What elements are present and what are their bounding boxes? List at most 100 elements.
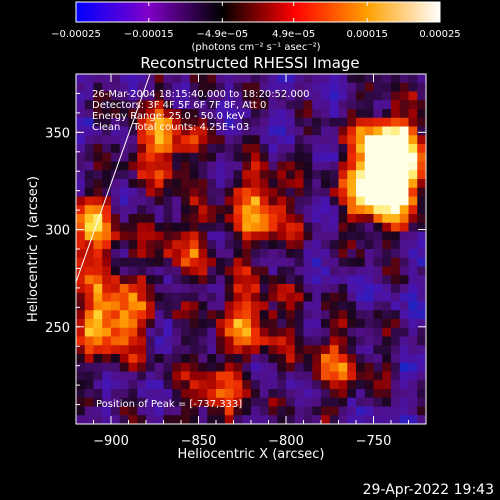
heatmap-cell [102,257,112,267]
heatmap-cell [76,336,86,346]
heatmap-cell [312,179,322,189]
heatmap-cell [303,187,313,197]
heatmap-cell [93,126,103,136]
heatmap-cell [119,196,129,206]
heatmap-cell [303,380,313,390]
heatmap-cell [146,109,156,119]
heatmap-cell [321,135,331,145]
heatmap-cell [189,257,199,267]
heatmap-cell [347,170,357,180]
heatmap-cell [329,362,339,372]
heatmap-cell [259,257,269,267]
colorbar-tick-label: −0.00025 [51,29,101,40]
heatmap-cell [294,152,304,162]
heatmap-cell [224,371,234,381]
heatmap-cell [391,336,401,346]
heatmap-cell [154,266,164,276]
heatmap-cell [181,266,191,276]
heatmap-cell [163,319,173,329]
heatmap-cell [198,371,208,381]
heatmap-cell [303,82,313,92]
heatmap-cell [154,161,164,171]
heatmap-cell [312,240,322,250]
heatmap-cell [233,152,243,162]
heatmap-cell [84,152,94,162]
heatmap-cell [277,214,287,224]
heatmap-cell [119,187,129,197]
heatmap-cell [224,109,234,119]
heatmap-cell [373,354,383,364]
heatmap-cell [189,406,199,416]
heatmap-cell [242,231,252,241]
heatmap-cell [102,126,112,136]
heatmap-cell [224,100,234,110]
heatmap-cell [154,345,164,355]
heatmap-cell [312,292,322,302]
heatmap-cell [321,100,331,110]
heatmap-cell [294,415,304,424]
heatmap-cell [364,380,374,390]
heatmap-cell [329,327,339,337]
heatmap-cell [364,266,374,276]
heatmap-cell [172,91,182,101]
heatmap-cell [76,397,86,407]
heatmap-cell [329,345,339,355]
heatmap-cell [399,266,409,276]
heatmap-cell [189,284,199,294]
heatmap-cell [84,257,94,267]
heatmap-cell [216,100,226,110]
heatmap-cell [216,214,226,224]
heatmap-cell [294,109,304,119]
heatmap-cell [329,397,339,407]
heatmap-cell [251,196,261,206]
heatmap-cell [207,179,217,189]
heatmap-cell [189,310,199,320]
heatmap-cell [242,152,252,162]
heatmap-cell [408,170,418,180]
heatmap-cell [154,284,164,294]
heatmap-cell [338,126,348,136]
heatmap-cell [163,301,173,311]
heatmap-cell [242,82,252,92]
heatmap-cell [251,109,261,119]
heatmap-cell [312,144,322,154]
heatmap-cell [356,301,366,311]
heatmap-cell [382,170,392,180]
heatmap-cell [286,362,296,372]
heatmap-cell [268,161,278,171]
heatmap-cell [172,380,182,390]
heatmap-cell [216,292,226,302]
heatmap-cell [111,196,121,206]
heatmap-cell [417,371,426,381]
heatmap-cell [172,82,182,92]
heatmap-cell [338,179,348,189]
heatmap-cell [198,135,208,145]
heatmap-cell [321,240,331,250]
heatmap-cell [198,117,208,127]
heatmap-cell [277,91,287,101]
heatmap-cell [163,336,173,346]
heatmap-cell [338,91,348,101]
heatmap-cell [321,117,331,127]
heatmap-cell [321,91,331,101]
heatmap-cell [172,406,182,416]
heatmap-cell [163,354,173,364]
heatmap-cell [259,354,269,364]
heatmap-cell [224,345,234,355]
heatmap-cell [382,179,392,189]
heatmap-cell [198,266,208,276]
heatmap-cell [373,222,383,232]
heatmap-cell [391,345,401,355]
heatmap-cell [216,170,226,180]
heatmap-cell [207,152,217,162]
heatmap-cell [364,319,374,329]
heatmap-cell [163,126,173,136]
heatmap-cell [198,170,208,180]
heatmap-cell [233,240,243,250]
heatmap-cell [329,144,339,154]
heatmap-cell [111,362,121,372]
heatmap-cell [338,406,348,416]
heatmap-cell [286,389,296,399]
heatmap-cell [181,187,191,197]
heatmap-cell [277,345,287,355]
